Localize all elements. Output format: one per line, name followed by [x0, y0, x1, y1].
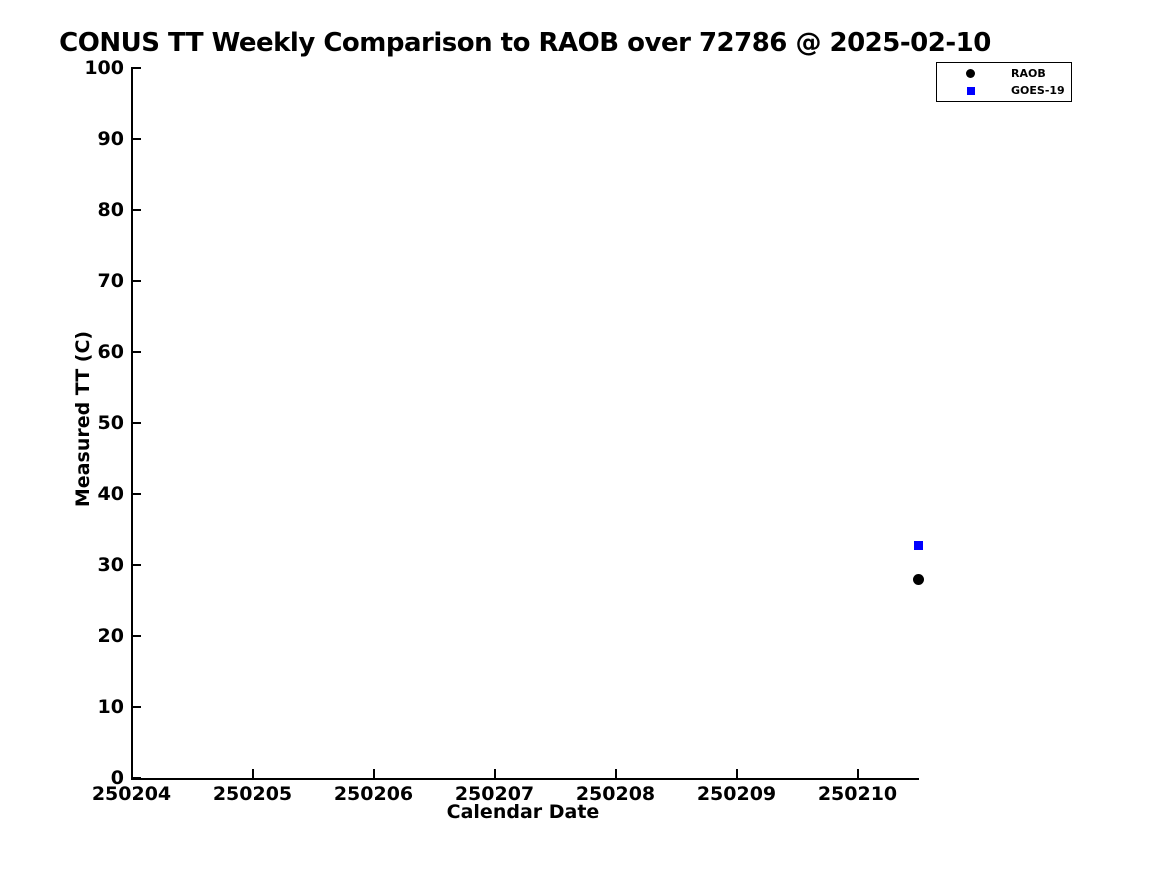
x-tick-label: 250204 — [91, 783, 172, 805]
x-tick-mark — [251, 769, 254, 778]
y-tick-mark — [132, 138, 141, 140]
x-tick-mark — [856, 769, 859, 778]
y-tick-label: 40 — [97, 483, 124, 505]
x-tick-label: 250206 — [333, 783, 414, 805]
y-tick-mark — [132, 493, 141, 495]
y-tick-mark — [132, 635, 141, 637]
y-tick-label: 50 — [97, 412, 124, 434]
y-tick-label: 10 — [97, 696, 124, 718]
y-tick-mark — [132, 422, 141, 424]
x-tick-label: 250209 — [696, 783, 777, 805]
y-tick-label: 20 — [97, 625, 124, 647]
y-tick-mark — [132, 209, 141, 211]
x-tick-mark — [130, 769, 133, 778]
y-axis-line — [130, 67, 133, 780]
x-tick-label: 250207 — [454, 783, 535, 805]
data-point-raob — [912, 574, 924, 586]
legend-item-goes19: GOES-19 — [937, 82, 1071, 99]
x-tick-mark — [372, 769, 375, 778]
x-tick-label: 250205 — [212, 783, 293, 805]
chart-title: CONUS TT Weekly Comparison to RAOB over … — [59, 28, 991, 58]
x-axis-label: Calendar Date — [446, 801, 600, 823]
y-tick-label: 30 — [97, 554, 124, 576]
y-tick-label: 0 — [110, 767, 124, 789]
y-tick-label: 70 — [97, 270, 124, 292]
y-tick-mark — [132, 706, 141, 708]
y-tick-mark — [132, 564, 141, 566]
x-tick-label: 250208 — [575, 783, 656, 805]
raob-circle-icon — [966, 69, 975, 78]
y-tick-label: 90 — [97, 128, 124, 150]
goes19-square-icon — [967, 86, 975, 95]
legend-label-raob: RAOB — [1011, 67, 1046, 80]
y-tick-label: 100 — [84, 57, 124, 79]
x-tick-mark — [614, 769, 617, 778]
y-tick-mark — [132, 777, 141, 779]
y-tick-label: 60 — [97, 341, 124, 363]
data-point-goes-19 — [913, 540, 923, 550]
y-tick-mark — [132, 67, 141, 69]
legend: RAOB GOES-19 — [936, 62, 1072, 102]
x-axis-line — [130, 778, 919, 780]
y-tick-mark — [132, 351, 141, 353]
x-tick-label: 250210 — [817, 783, 898, 805]
legend-item-raob: RAOB — [937, 65, 1071, 82]
legend-label-goes19: GOES-19 — [1011, 84, 1065, 97]
y-tick-mark — [132, 280, 141, 282]
y-tick-label: 80 — [97, 199, 124, 221]
x-tick-mark — [735, 769, 738, 778]
x-tick-mark — [493, 769, 496, 778]
